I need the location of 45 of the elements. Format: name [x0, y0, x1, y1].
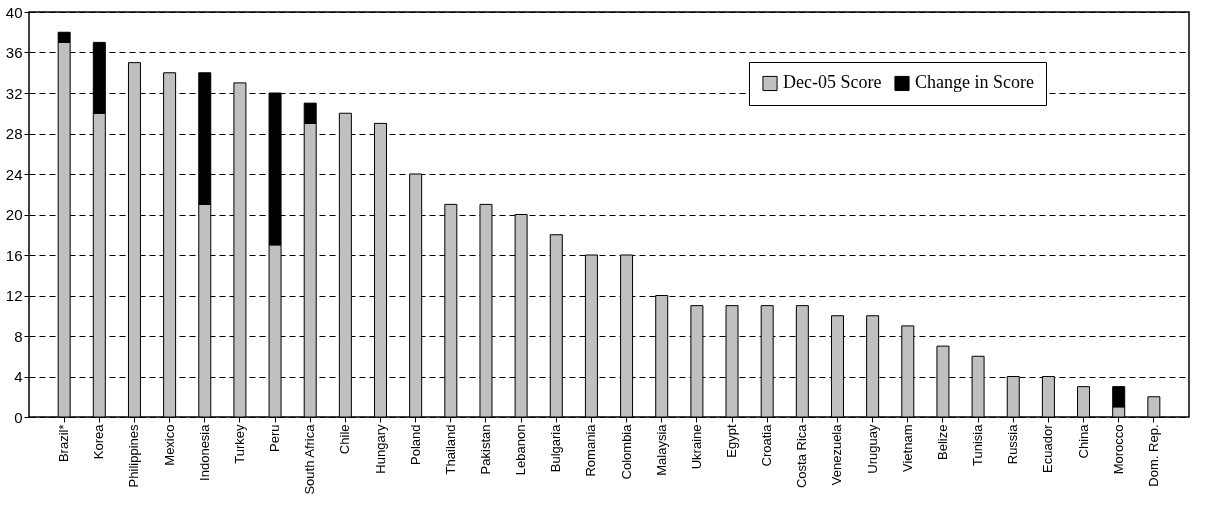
y-tick-label: 16: [5, 246, 23, 264]
x-tick-label: Indonesia: [196, 423, 212, 481]
x-tick-label: Belize: [934, 424, 950, 460]
x-tick-label: Lebanon: [513, 424, 529, 476]
legend-label: Change in Score: [915, 72, 1034, 93]
y-tick-label: 8: [14, 327, 23, 345]
x-tick-label: Korea: [91, 423, 107, 460]
x-tick-label: Vietnam: [899, 424, 915, 472]
x-tick-label: Dom. Rep.: [1145, 424, 1161, 487]
x-tick-label: Morocco: [1110, 424, 1126, 475]
x-tick-label: Russia: [1005, 423, 1021, 465]
x-tick-label: South Africa: [302, 423, 318, 495]
x-tick-label: Hungary: [372, 424, 388, 474]
x-tick-label: Brazil*: [56, 424, 72, 463]
x-tick-label: Poland: [407, 424, 423, 465]
y-tick-label: 40: [5, 3, 23, 21]
y-tick-label: 36: [5, 44, 23, 61]
y-tick-label: 0: [14, 408, 23, 426]
x-tick-label: Pakistan: [477, 424, 493, 475]
y-tick-label: 20: [5, 206, 23, 223]
y-tick-label: 28: [5, 125, 23, 142]
x-tick-label: Costa Rica: [794, 423, 810, 489]
x-tick-label: Tunisia: [970, 423, 986, 466]
legend-label: Dec-05 Score: [783, 72, 882, 93]
x-tick-label: Croatia: [759, 423, 775, 467]
x-tick-label: Chile: [337, 424, 353, 455]
x-tick-label: Venezuela: [829, 423, 845, 486]
x-tick-label: Turkey: [231, 424, 247, 464]
x-tick-label: Peru: [267, 424, 283, 452]
x-tick-label: Ukraine: [688, 424, 704, 470]
x-tick-label: China: [1075, 423, 1091, 459]
x-tick-label: Mexico: [161, 424, 177, 466]
y-tick-label: 4: [14, 368, 23, 385]
y-tick-label: 32: [5, 84, 23, 102]
y-tick-label: 24: [5, 165, 23, 183]
x-tick-label: Uruguay: [864, 424, 880, 474]
x-tick-label: Malaysia: [653, 423, 669, 476]
x-tick-label: Ecuador: [1040, 423, 1056, 473]
y-tick-label: 12: [5, 287, 23, 304]
x-tick-label: Colombia: [618, 423, 634, 480]
x-tick-label: Bulgaria: [548, 423, 564, 473]
x-tick-label: Philippines: [126, 424, 142, 488]
x-tick-label: Thailand: [442, 424, 458, 475]
x-tick-label: Romania: [583, 423, 599, 477]
x-tick-label: Egypt: [724, 424, 740, 458]
